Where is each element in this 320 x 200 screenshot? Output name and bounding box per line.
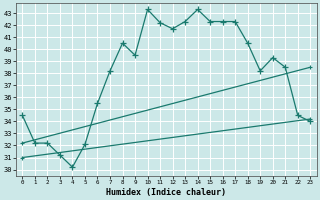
X-axis label: Humidex (Indice chaleur): Humidex (Indice chaleur) bbox=[106, 188, 226, 197]
